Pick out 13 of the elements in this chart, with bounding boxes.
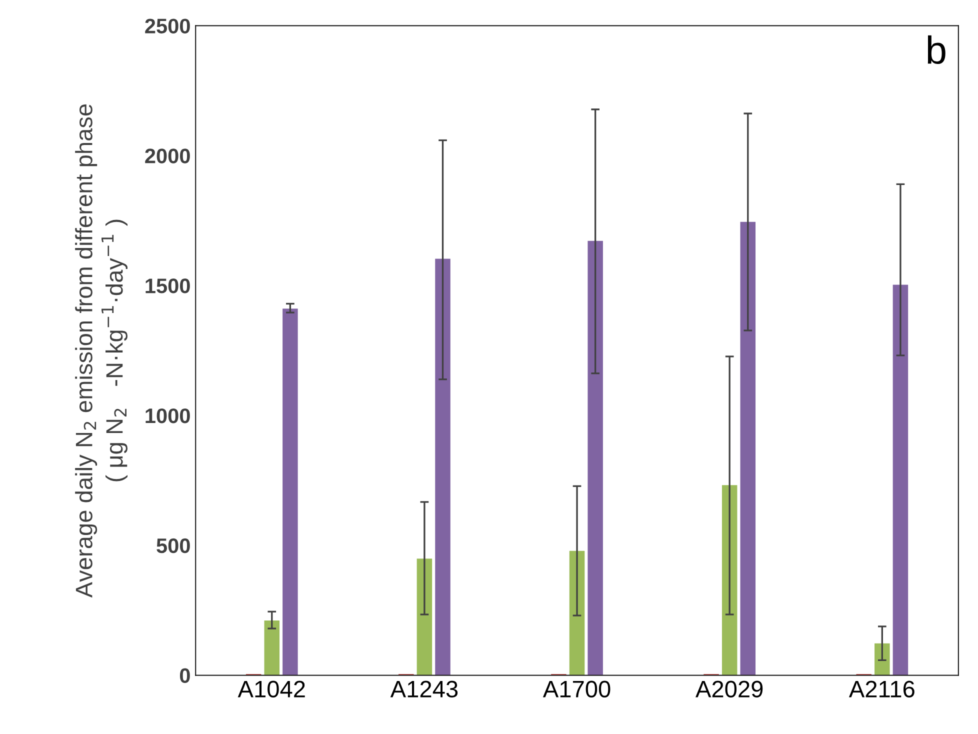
- y-tick-label: 1000: [146, 408, 190, 424]
- text: Average daily N$_{2}$ emission from different phase ( μg N$_{2}$ -N·kg$^{−1}$·day$^{−1}$ ): [75, 104, 128, 598]
- y-tick-label: 2500: [145, 18, 190, 34]
- y-tick-label: 1500: [146, 278, 190, 294]
- x-tick-label: A1042: [238, 680, 305, 698]
- x-tick-label: A2029: [696, 680, 763, 698]
- x-tick-label: A1243: [390, 680, 458, 698]
- x-tick-label: A2116: [848, 680, 914, 698]
- y-tick-label: 0: [180, 668, 190, 684]
- y-tick-label: 2000: [145, 148, 190, 164]
- y-tick-label: 500: [156, 538, 190, 554]
- annotation: b: [928, 35, 946, 64]
- x-tick-label: A1700: [542, 680, 610, 698]
